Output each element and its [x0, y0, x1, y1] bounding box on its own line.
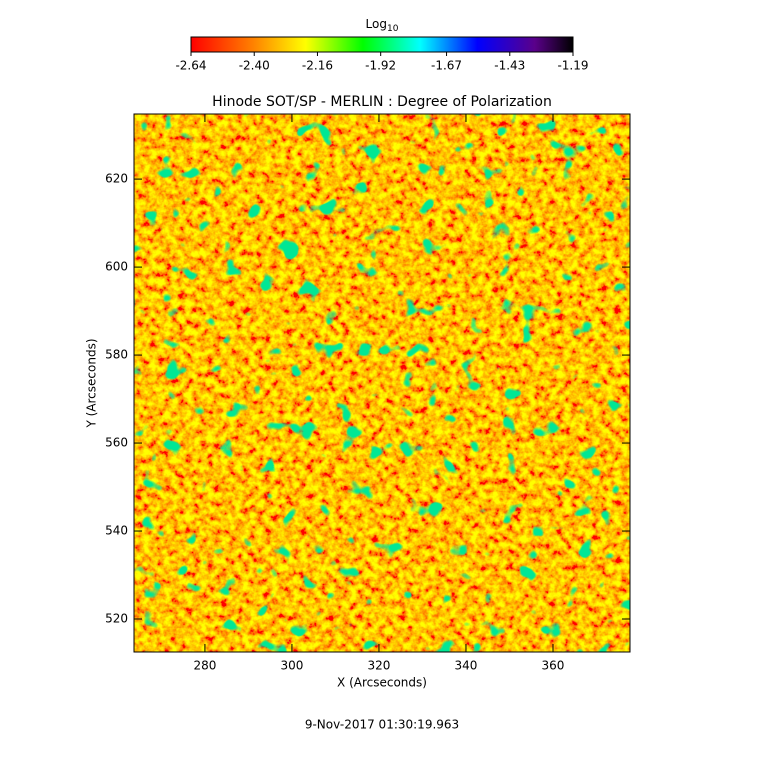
plot-frame — [133, 113, 631, 653]
x-tick-label: 360 — [542, 659, 565, 673]
heatmap-features — [134, 114, 630, 652]
y-tick-label: 620 — [105, 172, 128, 186]
x-tick-label: 340 — [455, 659, 478, 673]
y-tick-label: 520 — [105, 612, 128, 626]
y-axis-label: Y (Arcseconds) — [85, 338, 99, 428]
x-tick-label: 320 — [368, 659, 391, 673]
colorbar-tick-label: -2.64 — [175, 59, 206, 73]
colorbar-tick-label: -2.40 — [239, 59, 270, 73]
x-tick-label: 280 — [193, 659, 216, 673]
x-tick-label: 300 — [280, 659, 303, 673]
colorbar-tick-label: -1.92 — [365, 59, 396, 73]
x-axis-label: X (Arcseconds) — [337, 676, 427, 690]
y-tick-label: 600 — [105, 260, 128, 274]
heatmap — [134, 114, 630, 652]
colorbar-tick-label: -2.16 — [302, 59, 333, 73]
timestamp: 9-Nov-2017 01:30:19.963 — [305, 718, 459, 732]
y-tick-label: 540 — [105, 524, 128, 538]
colorbar — [190, 36, 574, 53]
colorbar-tick-label: -1.19 — [557, 59, 588, 73]
colorbar-title: Log10 — [366, 17, 399, 34]
y-tick-label: 560 — [105, 436, 128, 450]
y-tick-label: 580 — [105, 348, 128, 362]
chart-title: Hinode SOT/SP - MERLIN : Degree of Polar… — [212, 94, 552, 110]
colorbar-tick-label: -1.67 — [431, 59, 462, 73]
colorbar-tick-label: -1.43 — [494, 59, 525, 73]
